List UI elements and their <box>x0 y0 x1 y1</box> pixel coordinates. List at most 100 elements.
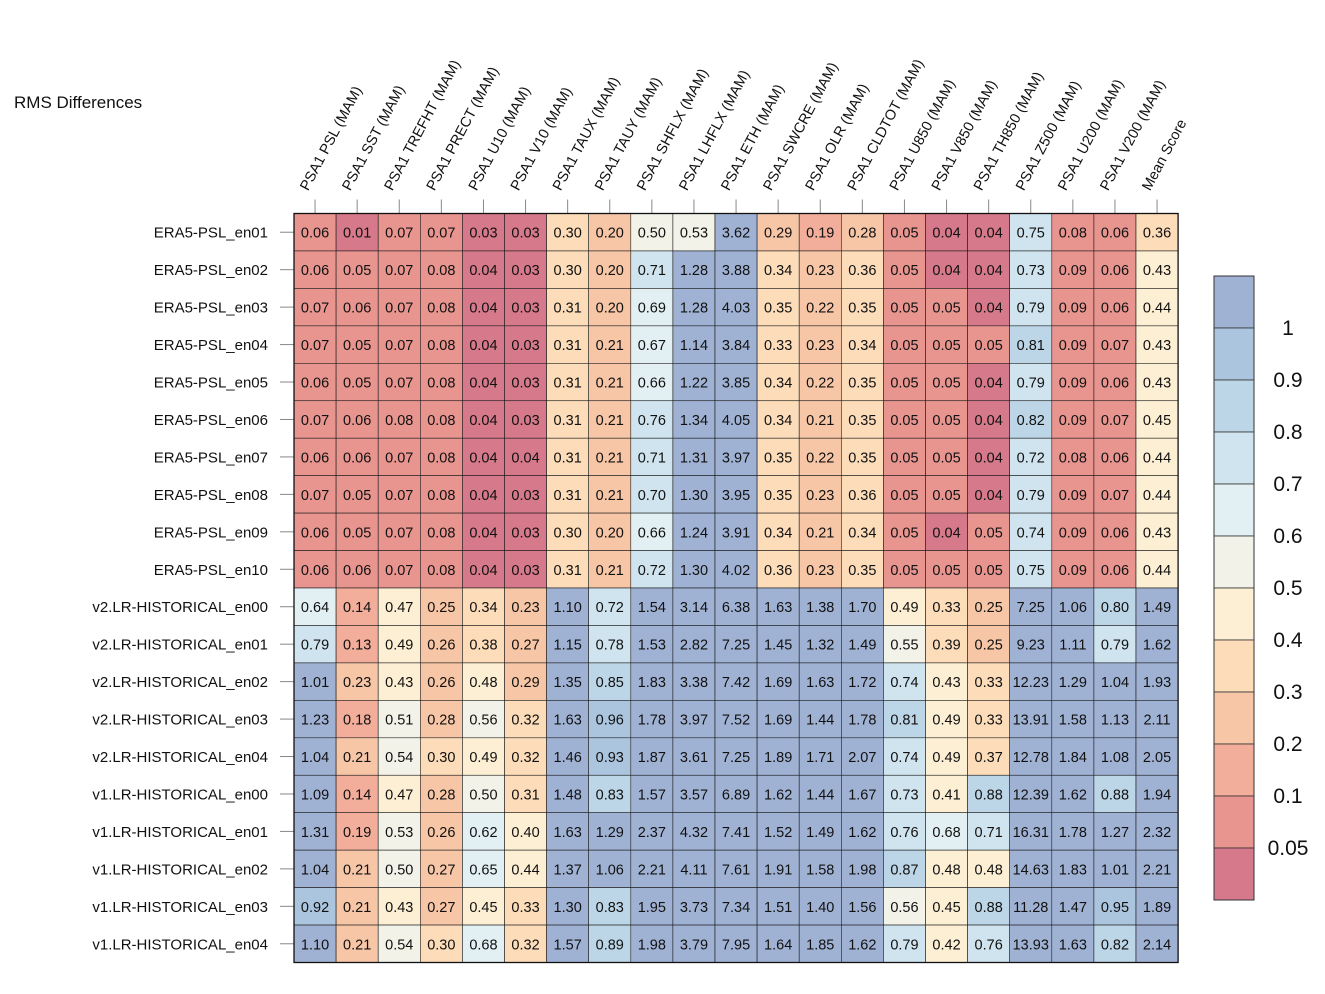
cell-value-label: 0.51 <box>385 713 413 729</box>
cell-value-label: 0.07 <box>1101 413 1129 429</box>
cell-value-label: 1.71 <box>806 750 834 766</box>
cell-value-label: 1.78 <box>848 713 876 729</box>
cell-value-label: 0.03 <box>469 226 497 242</box>
colorbar-label: 1 <box>1282 317 1294 340</box>
heatmap-cell <box>293 437 337 476</box>
heatmap-cell <box>335 774 379 814</box>
heatmap-cell <box>335 400 379 439</box>
heatmap-cell <box>504 924 547 963</box>
heatmap-cell <box>756 475 800 514</box>
heatmap-cell <box>967 700 1010 739</box>
cell-value-label: 0.36 <box>764 563 792 579</box>
cell-value-label: 9.23 <box>1017 638 1045 654</box>
heatmap-cell <box>462 475 505 514</box>
cell-value-label: 0.04 <box>975 450 1003 466</box>
cell-value-label: 0.21 <box>343 900 371 916</box>
heatmap-cell <box>714 587 758 626</box>
heatmap-cell <box>925 550 968 589</box>
heatmap-cell <box>377 849 421 888</box>
cell-value-label: 1.08 <box>1101 750 1129 766</box>
heatmap-cell <box>756 288 800 327</box>
cell-value-label: 1.10 <box>554 600 582 616</box>
cell-value-label: 0.50 <box>385 862 413 878</box>
heatmap-cell <box>714 325 758 364</box>
heatmap-cell <box>840 849 884 888</box>
cell-value-label: 0.96 <box>596 713 624 729</box>
cell-value-label: 0.03 <box>511 301 539 317</box>
row-label: ERA5-PSL_en08 <box>154 487 268 504</box>
cell-value-label: 1.31 <box>680 450 708 466</box>
heatmap-cell <box>883 475 926 514</box>
heatmap-cell <box>840 475 884 514</box>
heatmap-cell <box>672 250 716 289</box>
row-label: ERA5-PSL_en02 <box>154 262 268 279</box>
cell-value-label: 0.82 <box>1101 937 1129 953</box>
cell-value-label: 0.33 <box>511 900 539 916</box>
heatmap-cell <box>462 887 505 926</box>
cell-value-label: 1.14 <box>680 338 708 354</box>
cell-value-label: 1.63 <box>806 675 834 691</box>
heatmap-cell <box>967 737 1010 776</box>
cell-value-label: 3.38 <box>680 675 708 691</box>
cell-value-label: 0.05 <box>890 450 918 466</box>
heatmap-cell <box>293 400 337 439</box>
heatmap-cell <box>1051 325 1095 364</box>
cell-value-label: 0.20 <box>596 263 624 279</box>
heatmap-cell <box>925 362 968 402</box>
cell-value-label: 0.04 <box>932 263 960 279</box>
cell-value-label: 0.79 <box>1101 638 1129 654</box>
heatmap-cell <box>630 325 674 364</box>
heatmap-cell <box>630 700 674 739</box>
cell-value-label: 0.07 <box>385 263 413 279</box>
heatmap-cell <box>1135 625 1179 664</box>
heatmap-cell <box>840 812 884 851</box>
cell-value-label: 3.97 <box>680 713 708 729</box>
heatmap-cell <box>335 213 379 252</box>
heatmap-cell <box>419 812 463 851</box>
heatmap-cell <box>1135 550 1179 589</box>
cell-value-label: 0.08 <box>427 563 455 579</box>
row-label: v1.LR-HISTORICAL_en00 <box>92 786 268 803</box>
cell-value-label: 1.63 <box>554 713 582 729</box>
cell-value-label: 0.07 <box>385 488 413 504</box>
cell-value-label: 0.06 <box>1101 301 1129 317</box>
heatmap-cell <box>840 625 884 664</box>
colorbar-segment <box>1213 639 1255 693</box>
heatmap-cell <box>293 325 337 364</box>
heatmap-cell <box>630 512 674 551</box>
heatmap-cell <box>756 437 800 476</box>
heatmap-cell <box>588 587 632 626</box>
cell-value-label: 0.71 <box>638 450 666 466</box>
cell-value-label: 0.04 <box>975 413 1003 429</box>
heatmap-cell <box>1135 849 1179 888</box>
heatmap-cell <box>1051 849 1095 888</box>
heatmap-cell <box>630 812 674 851</box>
colorbar-segment <box>1213 587 1255 641</box>
cell-value-label: 1.27 <box>1101 825 1129 841</box>
cell-value-label: 4.02 <box>722 563 750 579</box>
cell-value-label: 1.09 <box>301 787 329 803</box>
cell-value-label: 1.83 <box>638 675 666 691</box>
row-label: v2.LR-HISTORICAL_en01 <box>92 637 268 654</box>
cell-value-label: 0.05 <box>932 563 960 579</box>
cell-value-label: 0.88 <box>975 900 1003 916</box>
cell-value-label: 0.31 <box>554 563 582 579</box>
cell-value-label: 7.52 <box>722 713 750 729</box>
row-label: v2.LR-HISTORICAL_en04 <box>92 749 268 766</box>
heatmap-cell <box>1135 700 1179 739</box>
row-labels: ERA5-PSL_en01 ERA5-PSL_en02 ERA5-PSL_en03 E… <box>92 225 294 953</box>
heatmap-cell <box>293 700 337 739</box>
heatmap-cell <box>630 587 674 626</box>
heatmap-cell <box>756 662 800 701</box>
cell-value-label: 0.71 <box>975 825 1003 841</box>
heatmap-cell <box>883 774 926 814</box>
heatmap-cell <box>1051 700 1095 739</box>
heatmap-cell <box>546 587 589 626</box>
heatmap-cell <box>672 437 716 476</box>
cell-value-label: 1.15 <box>554 638 582 654</box>
heatmap-cell <box>504 213 547 252</box>
cell-value-label: 0.21 <box>596 376 624 392</box>
heatmap-cell <box>1009 587 1053 626</box>
cell-value-label: 0.25 <box>975 600 1003 616</box>
